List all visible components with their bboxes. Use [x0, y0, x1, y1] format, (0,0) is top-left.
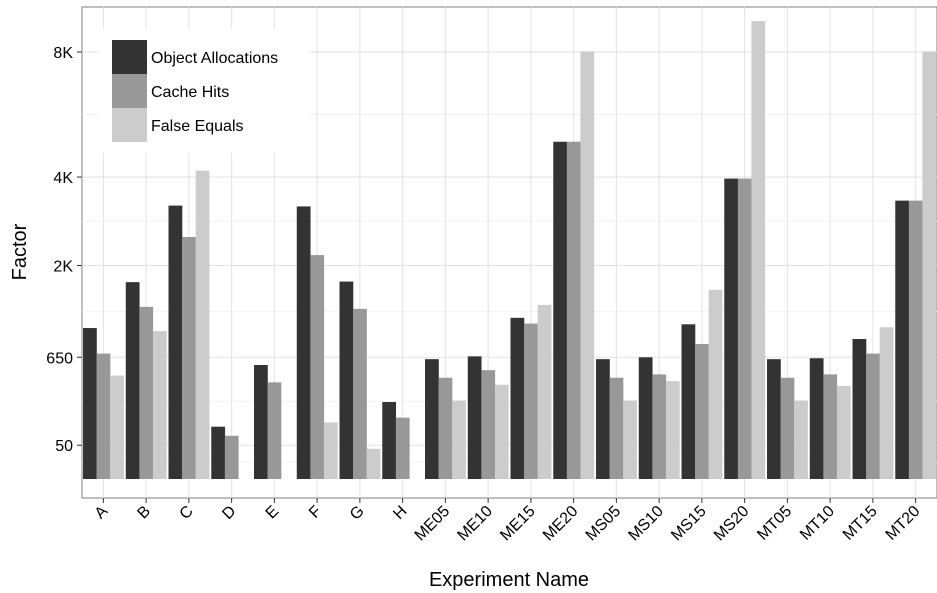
x-tick-label: D: [219, 503, 239, 523]
bar: [224, 435, 239, 479]
y-tick-label: 50: [55, 438, 73, 455]
bar: [695, 343, 709, 479]
bar: [794, 400, 808, 479]
x-tick-label: ME15: [497, 503, 539, 545]
bar: [438, 377, 453, 479]
bar: [537, 304, 552, 479]
x-axis-title: Experiment Name: [429, 569, 589, 591]
bar: [737, 178, 752, 479]
bar: [310, 255, 325, 479]
bar: [767, 359, 781, 479]
x-axis: A B C D E F G H ME05 ME10 ME15 ME20 MS05 MS10 MS15 MS20…: [92, 498, 924, 544]
bar: [780, 377, 795, 479]
bar: [708, 289, 723, 479]
x-tick-label: MS10: [625, 503, 667, 545]
bar: [152, 331, 167, 479]
x-tick-label: ME05: [412, 503, 454, 545]
x-tick-label: H: [390, 503, 410, 523]
bar: [836, 385, 851, 479]
x-tick-label: ME20: [540, 503, 582, 545]
x-tick-label: MT05: [754, 503, 795, 544]
bar: [323, 422, 338, 479]
bar: [553, 141, 568, 479]
y-tick-label: 8K: [53, 45, 73, 62]
x-tick-label: G: [347, 503, 368, 524]
bar: [96, 353, 111, 479]
bar: [139, 306, 154, 479]
x-tick-label: E: [263, 503, 283, 523]
bar: [580, 51, 595, 479]
bar: [494, 384, 509, 479]
legend-label: Cache Hits: [151, 84, 229, 101]
bar: [524, 323, 538, 479]
bar: [596, 359, 610, 479]
legend-label: Object Allocations: [151, 50, 278, 67]
legend: Object Allocations Cache Hits False Equals: [98, 29, 310, 153]
bar: [267, 382, 282, 479]
bar: [83, 328, 97, 479]
y-tick-label: 4K: [53, 170, 73, 187]
y-tick-label: 650: [46, 350, 73, 367]
bar: [382, 402, 397, 479]
bar: [724, 178, 739, 479]
bar: [425, 359, 439, 479]
y-axis: 50 650 2K 4K 8K: [46, 45, 82, 455]
bar: [665, 381, 680, 479]
bar: [339, 281, 354, 479]
legend-key: [112, 40, 147, 74]
x-tick-label: B: [134, 503, 154, 523]
bar: [823, 374, 838, 479]
bar: [751, 21, 766, 480]
bar: [922, 51, 937, 479]
bar: [195, 170, 210, 479]
bar: [866, 353, 880, 479]
bar: [110, 375, 124, 479]
bar: [182, 236, 196, 479]
x-tick-label: MT10: [797, 503, 838, 544]
x-tick-label: ME10: [454, 503, 496, 545]
bar: [467, 356, 482, 479]
bar: [481, 370, 496, 479]
bar: [395, 417, 410, 479]
x-tick-label: C: [177, 503, 197, 523]
bar: [452, 400, 466, 479]
x-tick-label: F: [306, 503, 325, 522]
x-tick-label: MT15: [840, 503, 881, 544]
x-tick-label: A: [92, 503, 112, 523]
x-tick-label: MS15: [668, 503, 710, 545]
bar: [652, 374, 667, 479]
bar: [681, 324, 696, 479]
bar: [895, 200, 910, 479]
legend-key: [112, 108, 147, 142]
bar: [510, 317, 525, 479]
bar: [879, 327, 894, 479]
y-tick-label: 2K: [53, 259, 73, 276]
bar: [852, 339, 867, 479]
y-axis-title: Factor: [9, 223, 31, 280]
bar: [609, 377, 624, 479]
bar: [366, 448, 381, 479]
bar: [908, 200, 923, 479]
x-tick-label: MT20: [883, 503, 924, 544]
legend-key: [112, 74, 147, 108]
x-tick-label: MS20: [711, 503, 753, 545]
bar: [125, 282, 140, 479]
bar: [623, 400, 637, 479]
bar: [211, 426, 226, 479]
bar: [254, 365, 268, 479]
bar: [168, 205, 183, 479]
legend-label: False Equals: [151, 118, 244, 135]
bar: [566, 141, 581, 479]
bar: [353, 308, 367, 479]
x-tick-label: MS05: [583, 503, 625, 545]
bar: [296, 206, 311, 480]
bars: [83, 21, 937, 480]
bar: [809, 358, 824, 479]
bar: [638, 357, 653, 479]
